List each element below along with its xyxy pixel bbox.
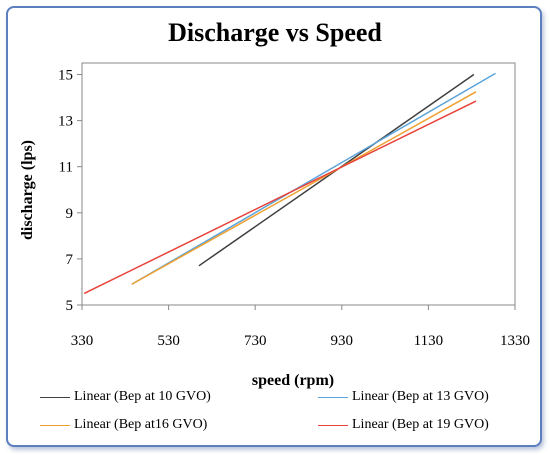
y-tick-label: 9 — [66, 206, 74, 222]
legend-swatch — [40, 424, 70, 426]
y-tick-label: 13 — [58, 114, 73, 130]
legend-item: Linear (Bep at 13 GVO) — [318, 389, 489, 405]
x-tick-label: 330 — [71, 333, 94, 349]
x-axis-label: speed (rpm) — [252, 372, 334, 389]
chart-frame — [6, 6, 542, 447]
y-axis-label: discharge (lps) — [19, 140, 36, 240]
y-tick-label: 11 — [59, 160, 73, 176]
series-line — [131, 72, 496, 285]
x-tick-label: 930 — [331, 333, 354, 349]
legend-item: Linear (Bep at 19 GVO) — [318, 417, 489, 433]
series-lines — [83, 72, 496, 295]
legend-label: Linear (Bep at 10 GVO) — [74, 389, 211, 404]
series-line — [131, 91, 477, 285]
legend-item: Linear (Bep at 10 GVO) — [40, 389, 211, 405]
legend-item: Linear (Bep at16 GVO) — [40, 417, 207, 433]
legend-swatch — [318, 424, 348, 426]
axes: 5 7 9 11 13 15 330 530 730 930 1130 1330 — [58, 62, 530, 349]
plot-area — [81, 62, 516, 306]
x-tick-label: 730 — [244, 333, 267, 349]
legend-label: Linear (Bep at 13 GVO) — [352, 389, 489, 404]
series-line — [83, 100, 477, 295]
legend-label: Linear (Bep at16 GVO) — [74, 417, 208, 432]
chart-title: Discharge vs Speed — [168, 18, 382, 47]
x-tick-label: 1130 — [414, 333, 443, 349]
y-tick-label: 5 — [66, 298, 74, 314]
x-tick-label: 530 — [157, 333, 180, 349]
y-tick-label: 7 — [66, 252, 74, 268]
legend-swatch — [40, 396, 70, 398]
legend-swatch — [318, 396, 348, 398]
y-tick-label: 15 — [58, 68, 73, 84]
x-tick-label: 1330 — [500, 333, 530, 349]
legend-label: Linear (Bep at 19 GVO) — [352, 417, 489, 432]
